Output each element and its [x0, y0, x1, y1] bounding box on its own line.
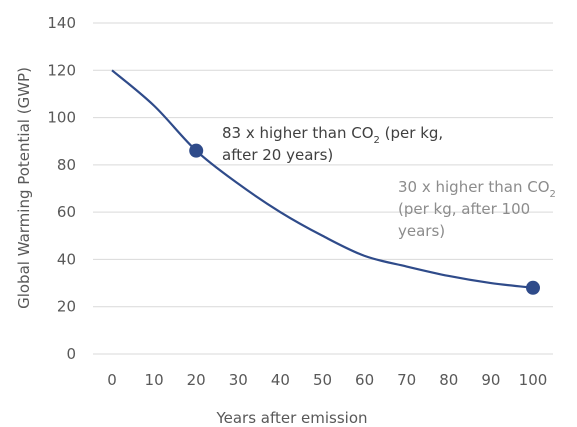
gridlines [93, 22, 553, 355]
x-tick-30: 30 [229, 371, 248, 389]
x-tick-100: 100 [519, 371, 548, 389]
x-axis-title: Years after emission [215, 409, 367, 427]
marker-100-years [526, 280, 540, 295]
x-tick-90: 90 [481, 371, 500, 389]
annotation-20-years-line1: 83 x higher than CO2 (per kg, [222, 124, 443, 146]
x-tick-40: 40 [271, 371, 290, 389]
x-tick-60: 60 [355, 371, 374, 389]
annotation-20-years-line2: after 20 years) [222, 146, 333, 164]
x-tick-10: 10 [145, 371, 164, 389]
y-tick-20: 20 [57, 298, 76, 316]
y-axis-title: Global Warming Potential (GWP) [15, 67, 33, 309]
marker-20-years [189, 143, 204, 158]
data-markers [189, 143, 540, 295]
x-tick-80: 80 [439, 371, 458, 389]
y-tick-120: 120 [47, 61, 76, 79]
annotation-100-years-line3: years) [398, 222, 445, 240]
x-tick-0: 0 [107, 371, 117, 389]
y-tick-80: 80 [57, 156, 76, 174]
y-tick-60: 60 [57, 203, 76, 221]
x-tick-50: 50 [313, 371, 332, 389]
x-tick-labels: 0 10 20 30 40 50 60 70 80 90 100 [107, 371, 547, 389]
y-tick-40: 40 [57, 250, 76, 268]
y-tick-0: 0 [66, 345, 76, 363]
y-tick-labels: 0 20 40 60 80 100 120 140 [47, 14, 76, 363]
x-tick-20: 20 [187, 371, 206, 389]
annotation-100-years-line1: 30 x higher than CO2 [398, 178, 556, 200]
y-tick-100: 100 [47, 109, 76, 127]
y-tick-140: 140 [47, 14, 76, 32]
annotation-100-years-line2: (per kg, after 100 [398, 200, 530, 218]
series-line [111, 69, 534, 289]
x-tick-70: 70 [397, 371, 416, 389]
